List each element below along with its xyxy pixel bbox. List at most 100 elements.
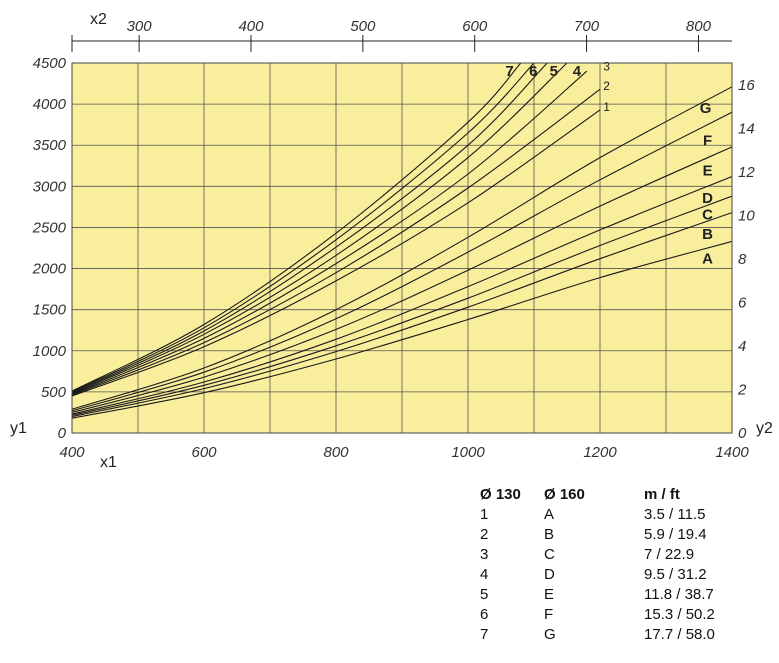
y2-tick-label: 2 <box>737 381 747 398</box>
y2-tick-label: 6 <box>738 294 747 311</box>
legend-cell: 2 <box>480 525 489 543</box>
curve-label-C: C <box>702 206 713 223</box>
table-row: 3 C 7 / 22.9 <box>480 544 744 564</box>
y1-tick-label: 0 <box>58 425 67 442</box>
legend-cell: C <box>544 545 555 563</box>
y2-tick-label: 16 <box>738 77 755 94</box>
x1-tick-label: 600 <box>191 444 217 461</box>
y1-tick-label: 2500 <box>32 219 67 236</box>
y1-tick-label: 1500 <box>33 302 67 319</box>
curve-label-2: 2 <box>603 79 610 93</box>
legend-cell: 15.3 / 50.2 <box>644 605 715 623</box>
x2-tick-label: 600 <box>462 18 488 35</box>
legend-cell: D <box>544 565 555 583</box>
legend-cell: 17.7 / 58.0 <box>644 625 715 643</box>
legend-cell: 7 / 22.9 <box>644 545 695 563</box>
legend-header-row: Ø 130 Ø 160 m / ft <box>480 484 744 504</box>
x1-tick-label: 400 <box>59 444 85 461</box>
legend-table: Ø 130 Ø 160 m / ft 1 A 3.5 / 11.5 2 B 5.… <box>480 484 744 644</box>
legend-cell: 9.5 / 31.2 <box>644 565 707 583</box>
y2-tick-label: 12 <box>738 164 755 181</box>
legend-cell: F <box>544 605 554 623</box>
legend-cell: 5.9 / 19.4 <box>644 525 707 543</box>
legend-cell: 3.5 / 11.5 <box>644 505 706 523</box>
plot-frame <box>71 62 733 434</box>
x1-tick-label: 1000 <box>451 444 485 461</box>
y1-tick-label: 4000 <box>33 96 67 113</box>
y2-tick-label: 10 <box>738 207 755 224</box>
y2-axis-label: y2 <box>756 420 773 437</box>
x2-tick-label: 700 <box>574 18 600 35</box>
x2-tick-label: 400 <box>238 18 264 35</box>
legend-cell: G <box>544 625 556 643</box>
x1-tick-label: 800 <box>323 444 349 461</box>
y2-tick-label: 14 <box>738 120 755 137</box>
legend-cell: 7 <box>480 625 489 643</box>
y1-tick-label: 1000 <box>33 343 67 360</box>
y1-tick-label: 4500 <box>33 55 67 72</box>
legend-cell: 4 <box>480 565 489 583</box>
legend-cell: A <box>544 505 555 523</box>
y1-tick-label: 2000 <box>32 261 67 278</box>
legend-cell: 11.8 / 38.7 <box>644 585 714 603</box>
y2-tick-label: 0 <box>738 425 747 442</box>
series-line-5 <box>72 63 548 394</box>
curve-label-6: 6 <box>529 63 537 80</box>
series-line-A <box>72 240 732 419</box>
y1-axis-label: y1 <box>10 420 27 437</box>
x1-tick-label: 1400 <box>715 444 749 461</box>
table-row: 6 F 15.3 / 50.2 <box>480 604 744 624</box>
table-row: 2 B 5.9 / 19.4 <box>480 524 744 544</box>
table-row: 7 G 17.7 / 58.0 <box>480 624 744 644</box>
legend-cell: E <box>544 585 555 603</box>
table-row: 5 E 11.8 / 38.7 <box>480 584 744 604</box>
x2-axis-label: x2 <box>90 11 107 28</box>
legend-cell: 6 <box>480 605 489 623</box>
series-line-D <box>72 175 732 415</box>
x2-tick-label: 300 <box>127 18 153 35</box>
series-line-E <box>72 146 732 413</box>
legend-cell: B <box>544 525 555 543</box>
legend-cell: 1 <box>480 505 489 523</box>
series-line-B <box>72 212 732 418</box>
curves <box>72 63 732 419</box>
tick-labels: 400 600 800 1000 1200 1400 300 400 500 600 700 800 0… <box>32 18 756 461</box>
y1-tick-label: 3000 <box>33 178 67 195</box>
series-line-4 <box>72 63 568 395</box>
x2-tick-label: 800 <box>686 18 712 35</box>
curve-label-G: G <box>700 100 712 117</box>
x1-axis-label: x1 <box>100 454 117 471</box>
legend-header-d130: Ø 130 <box>480 485 521 503</box>
series-line-F <box>72 111 732 412</box>
y2-tick-label: 8 <box>738 251 747 268</box>
grid <box>72 63 732 433</box>
series-line-3 <box>72 70 588 395</box>
curve-label-3: 3 <box>603 59 610 73</box>
legend-cell: 3 <box>480 545 489 563</box>
curve-label-B: B <box>702 226 713 243</box>
curve-label-7: 7 <box>505 63 513 80</box>
legend-cell: 5 <box>480 585 489 603</box>
chart: 400 600 800 1000 1200 1400 300 400 500 600 700 800 0… <box>10 11 773 471</box>
curve-label-F: F <box>703 132 712 149</box>
curve-label-A: A <box>702 251 713 268</box>
table-row: 1 A 3.5 / 11.5 <box>480 504 744 524</box>
series-line-G <box>72 86 732 410</box>
curve-label-1: 1 <box>603 100 610 114</box>
series-line-2 <box>72 88 601 396</box>
series-line-1 <box>72 109 601 397</box>
series-line-6 <box>72 63 535 393</box>
curve-label-D: D <box>702 190 713 207</box>
y1-tick-label: 500 <box>41 384 67 401</box>
x2-axis <box>71 35 732 52</box>
series-line-C <box>72 195 732 416</box>
table-row: 4 D 9.5 / 31.2 <box>480 564 744 584</box>
y1-tick-label: 3500 <box>33 137 67 154</box>
series-line-7 <box>72 63 522 392</box>
x2-tick-label: 500 <box>350 18 376 35</box>
curve-label-4: 4 <box>573 63 582 80</box>
legend-header-length: m / ft <box>644 485 680 503</box>
curve-label-E: E <box>703 163 713 180</box>
legend-header-d160: Ø 160 <box>544 485 585 503</box>
